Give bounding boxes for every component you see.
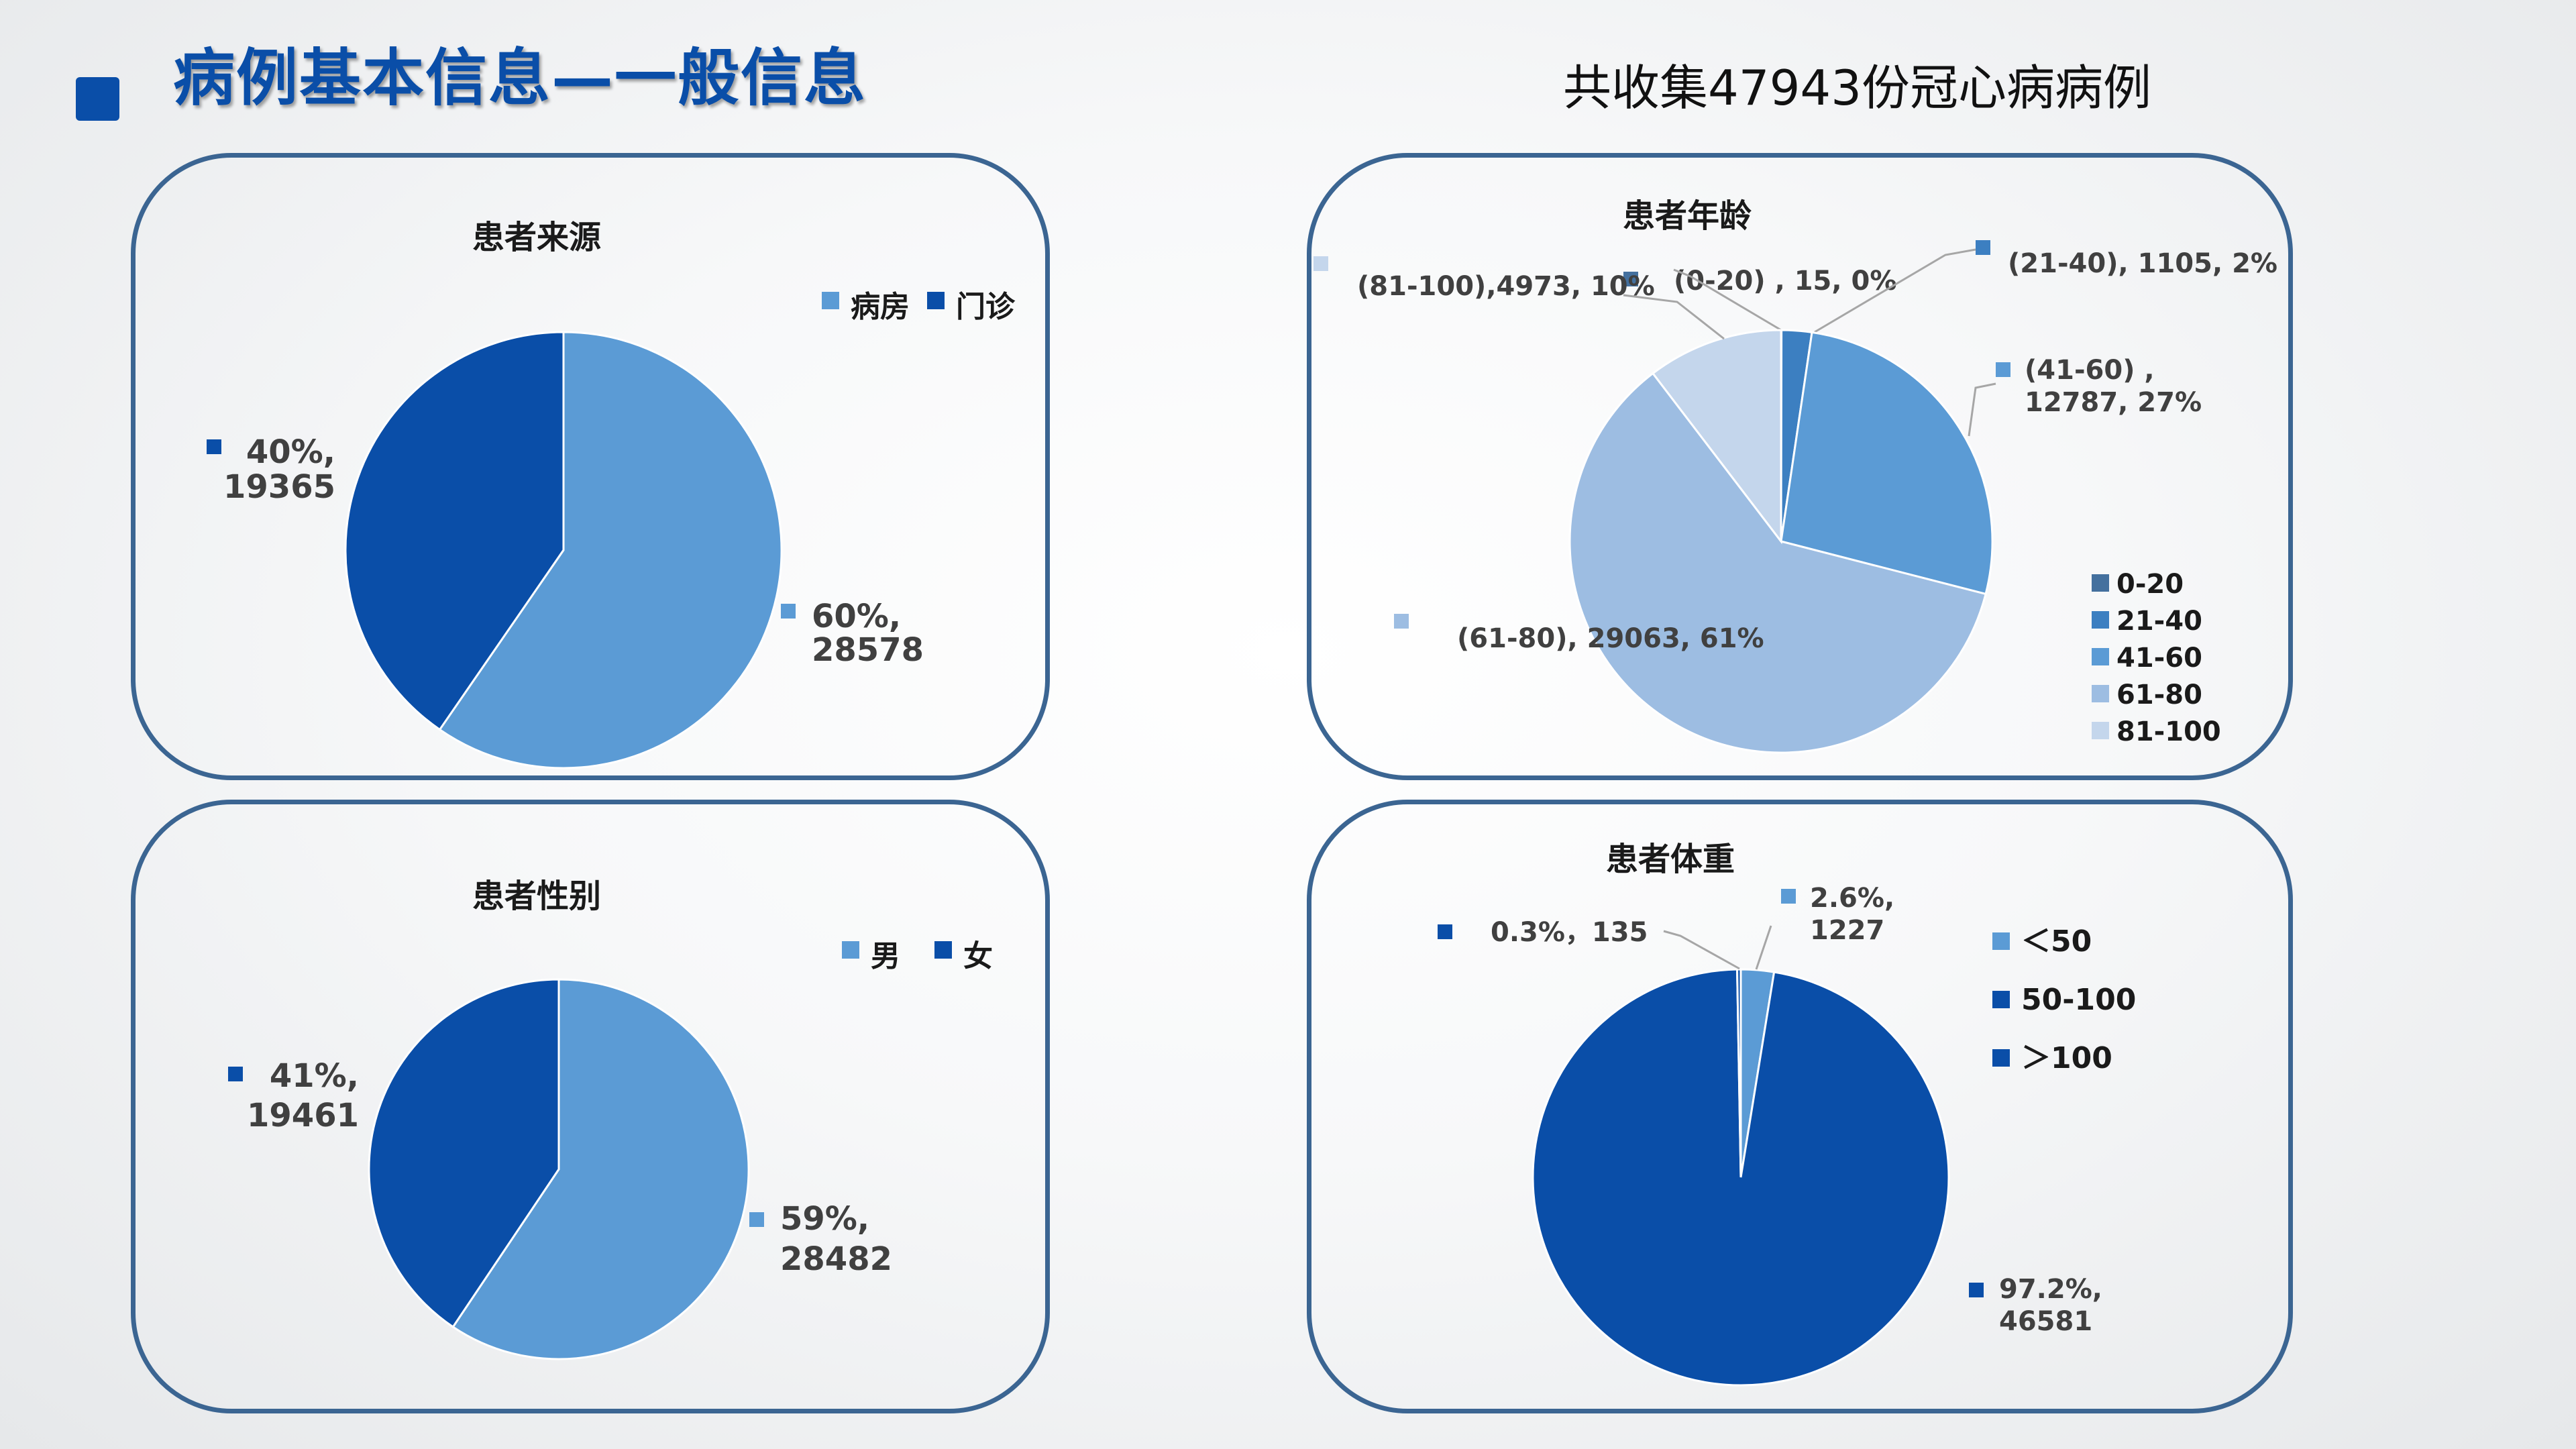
page-title: 病例基本信息—一般信息: [173, 42, 867, 114]
legend-swatch: [842, 941, 859, 959]
legend-swatch: [1992, 991, 2010, 1008]
legend-label: 41-60: [2116, 643, 2202, 674]
legend-label: ＜50: [2021, 924, 2092, 959]
chart-title: 患者年龄: [1623, 197, 1752, 235]
data-label: 1227: [1810, 915, 1884, 946]
data-label: 28482: [780, 1240, 892, 1278]
data-label-marker: [1996, 362, 2010, 377]
data-label: 60%,: [812, 598, 901, 635]
legend-label: 门诊: [956, 290, 1016, 324]
legend-label: ＞100: [2021, 1041, 2112, 1075]
legend-swatch: [2092, 574, 2109, 592]
panel-source: [131, 153, 1050, 780]
data-label-marker: [781, 604, 796, 619]
data-label: (61-80), 29063, 61%: [1457, 623, 1764, 654]
data-label: 28578: [812, 631, 924, 669]
data-label: 41%,: [270, 1057, 359, 1095]
legend-label: 81-100: [2116, 716, 2221, 747]
pie-slice: [1568, 372, 1987, 754]
legend-label: 0-20: [2116, 569, 2184, 600]
legend-label: 女: [963, 939, 993, 973]
data-label: (41-60) ,: [2025, 355, 2155, 386]
data-label: 40%,: [246, 433, 335, 471]
data-label: 59%,: [780, 1200, 869, 1238]
panel-age: [1307, 153, 2293, 780]
chart-title: 患者性别: [472, 877, 601, 915]
legend-swatch: [822, 292, 839, 309]
chart-title: 患者来源: [472, 219, 601, 256]
data-label-marker: [228, 1067, 243, 1081]
legend-swatch: [2092, 648, 2109, 665]
legend-label: 21-40: [2116, 606, 2202, 637]
legend-swatch: [1992, 1049, 2010, 1067]
leader-line: [1623, 294, 1725, 340]
data-label: (0-20) , 15, 0%: [1674, 266, 1896, 297]
legend-label: 男: [871, 939, 900, 973]
data-label: (81-100),4973, 10%: [1357, 271, 1655, 302]
legend-label: 50-100: [2021, 983, 2136, 1017]
legend-label: 病房: [851, 290, 910, 324]
data-label-marker: [1976, 240, 1990, 255]
leader-line: [1968, 382, 1996, 437]
data-label: 19461: [247, 1097, 359, 1134]
leader-line: [1814, 248, 1976, 333]
data-label-marker: [1394, 614, 1409, 629]
legend-label: 61-80: [2116, 680, 2202, 710]
data-label-marker: [1969, 1283, 1984, 1297]
chart-title: 患者体重: [1606, 841, 1735, 878]
pie-slice: [344, 331, 565, 731]
pie-slice: [451, 978, 750, 1360]
leader-line: [1755, 925, 1772, 970]
pie-slice: [1532, 968, 1950, 1387]
data-label: 2.6%,: [1810, 883, 1894, 914]
title-bullet: [76, 77, 119, 121]
pie-slice: [1780, 331, 1994, 596]
page-subtitle: 共收集47943份冠心病病例: [1563, 60, 2152, 116]
legend-swatch: [1992, 932, 2010, 950]
data-label: 97.2%,: [1999, 1274, 2102, 1305]
legend-swatch: [2092, 611, 2109, 629]
data-label-marker: [1313, 256, 1328, 271]
legend-swatch: [2092, 722, 2109, 739]
pie-slice: [438, 331, 783, 769]
legend-swatch: [927, 292, 945, 309]
data-label-marker: [207, 439, 221, 454]
leader-line: [1663, 930, 1740, 970]
data-label: (21-40), 1105, 2%: [2008, 248, 2277, 279]
data-label: 0.3%，135: [1491, 917, 1648, 948]
pie-slice: [1651, 329, 1782, 545]
data-label-marker: [749, 1212, 764, 1227]
panel-gender: [131, 800, 1050, 1413]
panel-weight: [1307, 800, 2293, 1413]
data-label: 46581: [1999, 1306, 2092, 1337]
legend-swatch: [2092, 685, 2109, 702]
data-label-marker: [1781, 889, 1796, 904]
data-label-marker: [1623, 272, 1638, 286]
legend-swatch: [934, 941, 952, 959]
pie-slice: [368, 978, 560, 1329]
data-label: 12787, 27%: [2025, 387, 2202, 418]
leader-line: [1673, 268, 1782, 331]
data-label: 19365: [223, 468, 335, 506]
data-label-marker: [1438, 924, 1452, 939]
